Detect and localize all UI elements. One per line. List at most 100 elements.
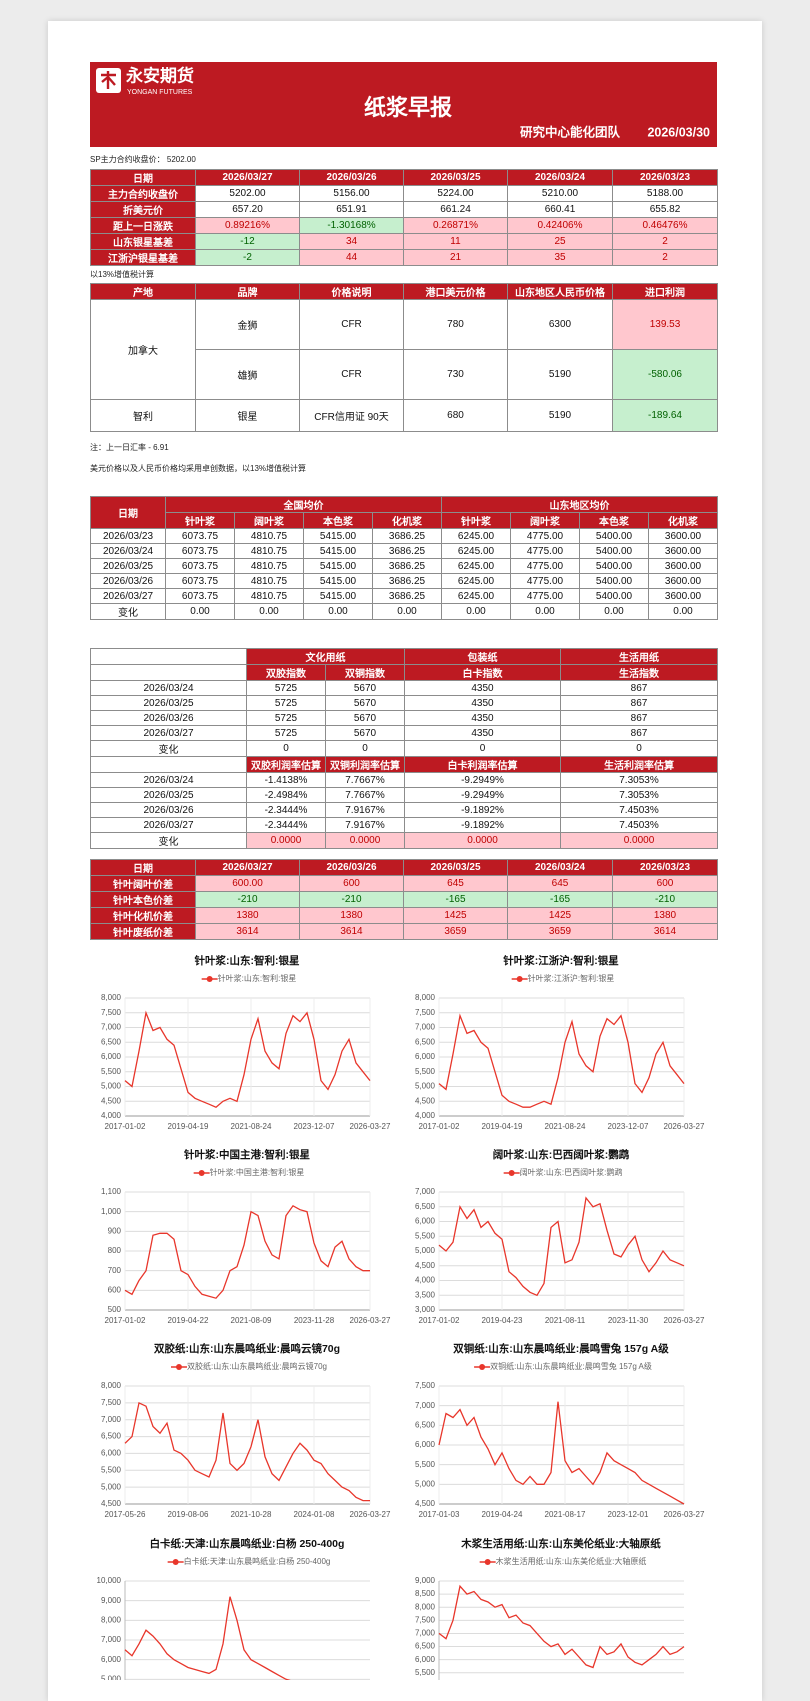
table-cell: -189.64: [612, 399, 718, 432]
header-cell: 山东银星基差: [90, 233, 196, 250]
table-cell: 4810.75: [234, 543, 304, 559]
table-cell: 1380: [195, 907, 300, 924]
table-cell: 变化: [90, 740, 247, 757]
table-cell: 7.3053%: [560, 787, 718, 803]
series-line: [124, 1204, 370, 1299]
header-cell: 江浙沪银星基差: [90, 249, 196, 266]
table-cell: -2: [195, 249, 300, 266]
legend-marker: [198, 1170, 205, 1176]
table-cell: 867: [560, 680, 718, 696]
table-cell: 5400.00: [579, 528, 649, 544]
y-tick-label: 6,500: [415, 1037, 436, 1046]
legend-marker: [172, 1559, 179, 1565]
x-tick-label: 2019-04-22: [168, 1316, 209, 1325]
legend-label: 针叶浆:山东:智利:银星: [218, 973, 297, 983]
table-cell: 0.00: [441, 603, 511, 620]
table-row: 产地 品牌 价格说明 港口美元价格 山东地区人民币价格 进口利润: [90, 283, 718, 300]
table-cell: 0.00: [165, 603, 235, 620]
line-chart: 针叶浆:中国主港:智利:银星 500 600 700 800 900 1,000 1,100 2…: [101, 1148, 391, 1325]
logo-glyph: [101, 71, 116, 89]
y-tick-label: 4,500: [101, 1096, 122, 1105]
table-cell: 600: [299, 875, 404, 892]
y-tick-label: 1,000: [101, 1207, 122, 1216]
x-tick-label: 2023-11-30: [608, 1316, 649, 1325]
x-tick-label: 2023-12-01: [608, 1510, 649, 1519]
table-cell: 0.0000: [246, 832, 326, 849]
y-tick-label: 8,000: [101, 1381, 122, 1390]
y-tick-label: 7,500: [101, 1398, 122, 1407]
table-cell: 5190: [507, 349, 613, 400]
table-row: 2026/03/26 6073.75 4810.75 5415.00 3686.25 62…: [90, 573, 718, 589]
table-cell: 2026/03/25: [90, 787, 247, 803]
table-cell: 7.3053%: [560, 772, 718, 788]
header-banner: 永安期货 YONGAN FUTURES 纸浆早报 研究中心能化团队 2026/0…: [90, 62, 717, 147]
brand-name: 永安期货: [125, 65, 194, 85]
header-cell: 2026/03/27: [195, 859, 300, 876]
y-tick-label: 6,000: [101, 1449, 122, 1458]
y-tick-label: 600: [108, 1285, 122, 1294]
table-cell: [90, 664, 247, 681]
table-cell: 0.0000: [325, 832, 405, 849]
table-cell: 4775.00: [510, 588, 580, 604]
rate-note: 注：上一日汇率 - 6.91: [90, 443, 169, 452]
table-cell: 867: [560, 695, 718, 711]
table-cell: -1.30168%: [299, 217, 404, 234]
table-cell: -210: [299, 891, 404, 908]
x-tick-label: 2017-01-03: [419, 1510, 460, 1519]
table-cell: 655.82: [612, 201, 718, 218]
header-cell: 2026/03/23: [612, 169, 718, 186]
header-cell: 化机浆: [372, 512, 442, 529]
header-cell: 阔叶浆: [510, 512, 580, 529]
table-row: 2026/03/27 5725 5670 4350 867: [90, 725, 718, 741]
y-tick-label: 800: [108, 1246, 122, 1255]
header-cell: 日期: [90, 169, 196, 186]
header-cell: 针叶浆: [441, 512, 511, 529]
table-cell: -1.4138%: [246, 772, 326, 788]
legend-marker: [175, 1364, 182, 1370]
table-cell: 6073.75: [165, 588, 235, 604]
y-tick-label: 9,000: [101, 1596, 122, 1605]
header-cell: 白卡利润率估算: [404, 756, 561, 773]
legend-label: 针叶浆:中国主港:智利:银星: [210, 1167, 305, 1177]
y-tick-label: 9,000: [415, 1576, 436, 1585]
table-cell: 0.00: [372, 603, 442, 620]
table-cell: 4810.75: [234, 573, 304, 589]
table-cell: 0.00: [648, 603, 718, 620]
table-cell: [90, 756, 247, 773]
table-cell: 2026/03/23: [90, 528, 166, 544]
table-cell: 5725: [246, 680, 326, 696]
table-cell: 867: [560, 710, 718, 726]
table-row: 2026/03/24 -1.4138% 7.7667% -9.2949% 7.3053%: [90, 772, 718, 788]
table-row: 2026/03/27 -2.3444% 7.9167% -9.1892% 7.4503%: [90, 817, 718, 833]
x-tick-label: 2017-01-02: [419, 1122, 460, 1131]
table-cell: 4350: [404, 725, 561, 741]
table-cell: 5415.00: [303, 588, 373, 604]
table-row: 2026/03/23 6073.75 4810.75 5415.00 3686.25 62…: [90, 528, 718, 544]
table-cell: 0.0000: [404, 832, 561, 849]
x-tick-label: 2019-04-19: [482, 1122, 523, 1131]
tax-note: 以13%增值税计算: [90, 270, 155, 279]
table-row: 折美元价 657.20 651.91 661.24 660.41 655.82: [90, 201, 718, 218]
y-tick-label: 4,000: [415, 1276, 436, 1285]
line-chart: 针叶浆:江浙沪:智利:银星 4,000 4,500 5,000 5,500 6,000 6,…: [415, 954, 705, 1131]
header-cell: 生活指数: [560, 664, 718, 681]
table-cell: 0.42406%: [507, 217, 613, 234]
table-cell: 0.46476%: [612, 217, 718, 234]
table-cell: 0.26871%: [403, 217, 508, 234]
y-tick-label: 1,100: [101, 1187, 122, 1196]
legend-marker: [206, 976, 213, 982]
table-cell: 3614: [612, 923, 718, 940]
table-row: 加拿大 金狮 CFR 780 6300 139.53: [90, 299, 718, 400]
table-cell: 3686.25: [372, 558, 442, 574]
y-tick-label: 6,500: [101, 1037, 122, 1046]
x-tick-label: 2021-08-17: [545, 1510, 586, 1519]
legend-marker: [516, 976, 523, 982]
team-name: 研究中心能化团队: [520, 124, 621, 139]
table-row: 针叶浆 阔叶浆 本色浆 化机浆 针叶浆 阔叶浆 本色浆 化机浆: [91, 512, 718, 529]
table-cell: 2026/03/24: [90, 680, 247, 696]
table-cell: 6245.00: [441, 558, 511, 574]
table-cell: 银星: [195, 399, 300, 432]
table-cell: 0.00: [303, 603, 373, 620]
table-cell: 5202.00: [195, 185, 300, 202]
table-cell: [90, 648, 247, 665]
